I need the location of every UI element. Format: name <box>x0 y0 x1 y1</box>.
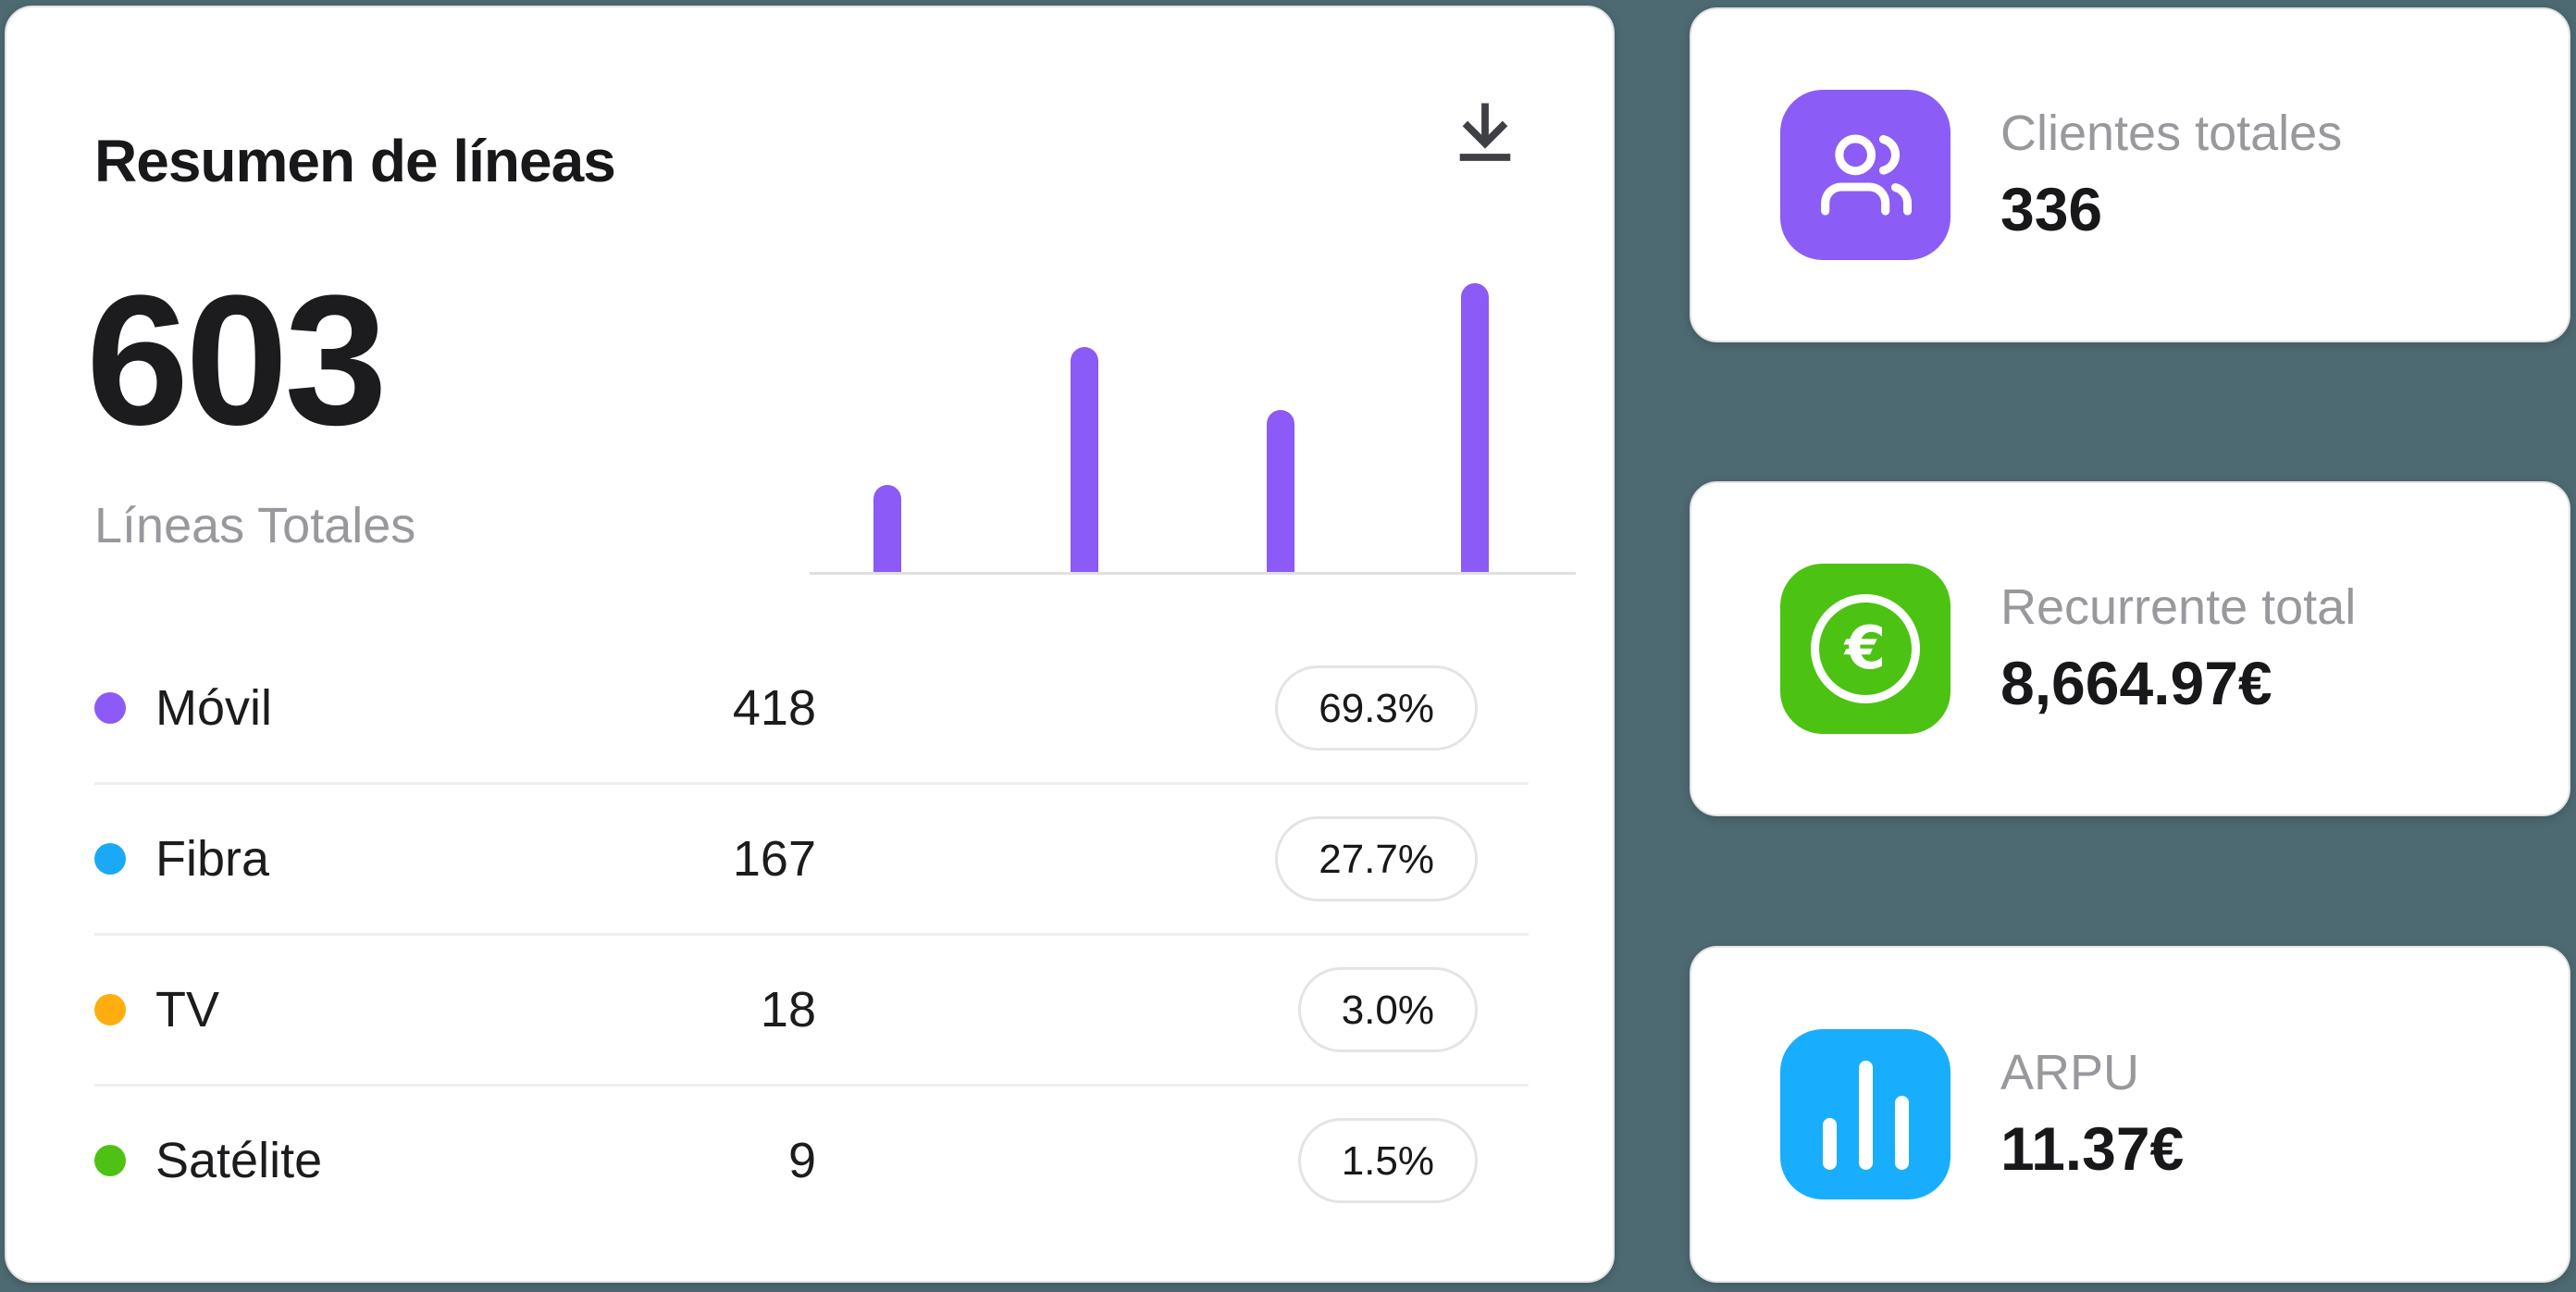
clientes-totales-card: Clientes totales 336 <box>1690 7 2570 342</box>
lines-mini-bar-chart <box>810 272 1576 575</box>
row-value: 18 <box>760 982 816 1037</box>
row-value: 418 <box>732 680 816 736</box>
mini-bar <box>1267 410 1294 572</box>
users-icon <box>1780 90 1951 260</box>
stat-value: 8,664.97€ <box>2000 649 2273 718</box>
fibra-dot-icon <box>94 843 126 875</box>
tv-dot-icon <box>94 994 126 1025</box>
row-value: 167 <box>732 831 816 887</box>
download-icon <box>1449 97 1521 169</box>
row-value: 9 <box>787 1133 816 1188</box>
table-row-tv: TV 18 3.0% <box>6 936 1616 1084</box>
lines-summary-card: Resumen de líneas 603 Líneas Totales Móv… <box>5 6 1615 1283</box>
percent-badge: 27.7% <box>1275 816 1478 901</box>
row-label: Móvil <box>155 680 273 736</box>
stat-label: ARPU <box>2000 1045 2140 1100</box>
mini-bar <box>1071 347 1098 572</box>
satelite-dot-icon <box>94 1145 126 1176</box>
euro-symbol: € <box>1811 594 1920 703</box>
arpu-card: ARPU 11.37€ <box>1690 946 2570 1283</box>
percent-badge: 69.3% <box>1275 665 1478 751</box>
total-lines-label: Líneas Totales <box>94 498 416 553</box>
stat-value: 11.37€ <box>2000 1114 2185 1184</box>
recurrente-total-card: € Recurrente total 8,664.97€ <box>1690 481 2570 816</box>
stat-label: Recurrente total <box>2000 579 2357 635</box>
percent-badge: 3.0% <box>1297 967 1478 1052</box>
row-label: Satélite <box>155 1133 323 1188</box>
mini-bar <box>873 485 901 572</box>
table-row-fibra: Fibra 167 27.7% <box>6 785 1616 933</box>
stat-label: Clientes totales <box>2000 106 2343 161</box>
row-label: Fibra <box>155 831 270 887</box>
lines-table: Móvil 418 69.3% Fibra 167 27.7% TV 18 3.… <box>6 634 1616 1235</box>
row-label: TV <box>155 982 220 1037</box>
table-row-satelite: Satélite 9 1.5% <box>6 1087 1616 1235</box>
total-lines-value: 603 <box>86 257 388 464</box>
bar-chart-icon <box>1780 1029 1951 1199</box>
stat-value: 336 <box>2000 175 2103 244</box>
mini-bar <box>1461 283 1489 572</box>
row-divider <box>94 933 1529 936</box>
row-divider <box>94 782 1529 785</box>
download-button[interactable] <box>1446 94 1524 172</box>
row-divider <box>94 1084 1529 1087</box>
table-row-movil: Móvil 418 69.3% <box>6 634 1616 782</box>
percent-badge: 1.5% <box>1297 1118 1478 1203</box>
summary-card-title: Resumen de líneas <box>94 127 616 194</box>
euro-icon: € <box>1780 564 1951 734</box>
movil-dot-icon <box>94 692 126 724</box>
